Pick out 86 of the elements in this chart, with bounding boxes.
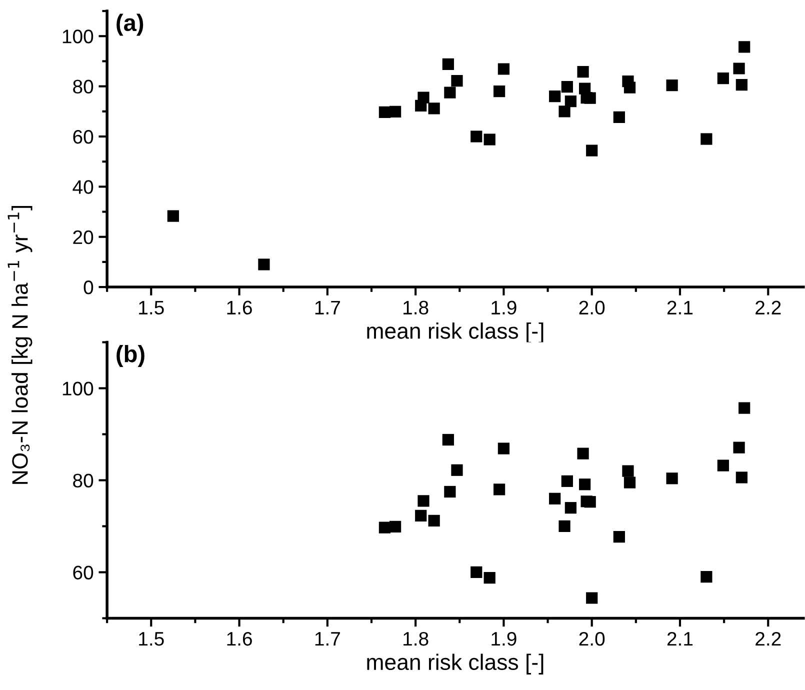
point <box>624 82 636 94</box>
point <box>736 472 748 484</box>
point <box>613 531 625 543</box>
point <box>564 96 577 108</box>
point <box>738 402 750 414</box>
point <box>470 566 482 578</box>
point <box>418 495 430 507</box>
x-tick-label: 2.0 <box>579 632 605 646</box>
point <box>738 41 750 53</box>
point <box>584 496 596 508</box>
point <box>549 90 561 102</box>
point <box>418 92 430 104</box>
point <box>561 475 573 487</box>
point <box>444 86 456 98</box>
point <box>389 520 402 533</box>
point <box>484 134 496 146</box>
point <box>451 464 463 476</box>
point <box>258 258 270 270</box>
x-tick-label: 1.9 <box>492 300 516 315</box>
point <box>442 58 454 70</box>
y-tick-label: 20 <box>73 230 94 244</box>
y-tick-label: 0 <box>84 280 94 294</box>
point <box>578 478 591 490</box>
point <box>577 448 589 460</box>
point <box>624 476 636 488</box>
x-tick-label: 1.7 <box>315 632 340 646</box>
point <box>444 486 456 498</box>
x-tick-label: 1.8 <box>404 300 428 315</box>
x-tick-label: 1.8 <box>404 632 428 646</box>
point <box>415 510 427 522</box>
point <box>733 62 745 74</box>
point <box>561 81 573 93</box>
x-tick-label: 1.5 <box>139 300 164 315</box>
point <box>378 522 391 534</box>
x-axis-title: mean risk class [-] <box>367 654 544 674</box>
point <box>493 86 506 98</box>
point <box>666 472 678 484</box>
point <box>493 484 506 496</box>
point <box>378 106 391 118</box>
y-tick-label: 60 <box>73 130 94 144</box>
point <box>700 571 712 583</box>
point <box>428 102 440 114</box>
point <box>622 465 634 477</box>
x-tick-label: 1.7 <box>315 300 340 314</box>
x-tick-label: 2.0 <box>579 300 605 315</box>
point <box>558 520 570 532</box>
point <box>549 492 561 504</box>
y-tick-label: 100 <box>62 382 94 396</box>
y-tick-label: 80 <box>73 80 94 94</box>
point <box>167 210 179 222</box>
point <box>389 106 402 118</box>
y-tick-label: 100 <box>62 30 94 44</box>
x-tick-label: 1.9 <box>492 632 516 646</box>
point <box>733 442 745 454</box>
point <box>498 63 510 75</box>
x-tick-label: 2.1 <box>667 300 693 314</box>
y-tick-label: 40 <box>72 180 94 194</box>
y-tick-label: 60 <box>73 566 94 580</box>
y-axis-title: NO₃-N load [kg N ha$^{−1}$ yr$^{−1}$] <box>8 206 32 484</box>
point <box>558 106 570 118</box>
x-tick-label: 2.2 <box>756 632 781 646</box>
chart-title: (b) <box>116 345 144 368</box>
point <box>451 74 463 87</box>
point <box>428 514 440 527</box>
x-tick-label: 1.5 <box>139 632 164 646</box>
point <box>666 80 678 92</box>
point <box>717 460 729 472</box>
point <box>470 130 482 142</box>
point <box>586 592 598 604</box>
point <box>564 502 577 514</box>
x-tick-label: 2.1 <box>667 632 693 646</box>
y-tick-label: 80 <box>73 474 94 488</box>
point <box>613 111 625 123</box>
x-tick-label: 1.6 <box>227 632 252 646</box>
point <box>498 442 510 454</box>
point <box>442 434 454 446</box>
point <box>700 133 712 145</box>
point <box>577 66 589 78</box>
point <box>736 78 748 91</box>
chart-title: (a) <box>116 14 144 36</box>
point <box>717 72 729 84</box>
point <box>484 572 496 584</box>
point <box>584 92 596 104</box>
x-tick-label: 1.6 <box>227 300 252 315</box>
point <box>586 144 598 156</box>
x-tick-label: 2.2 <box>756 300 781 314</box>
